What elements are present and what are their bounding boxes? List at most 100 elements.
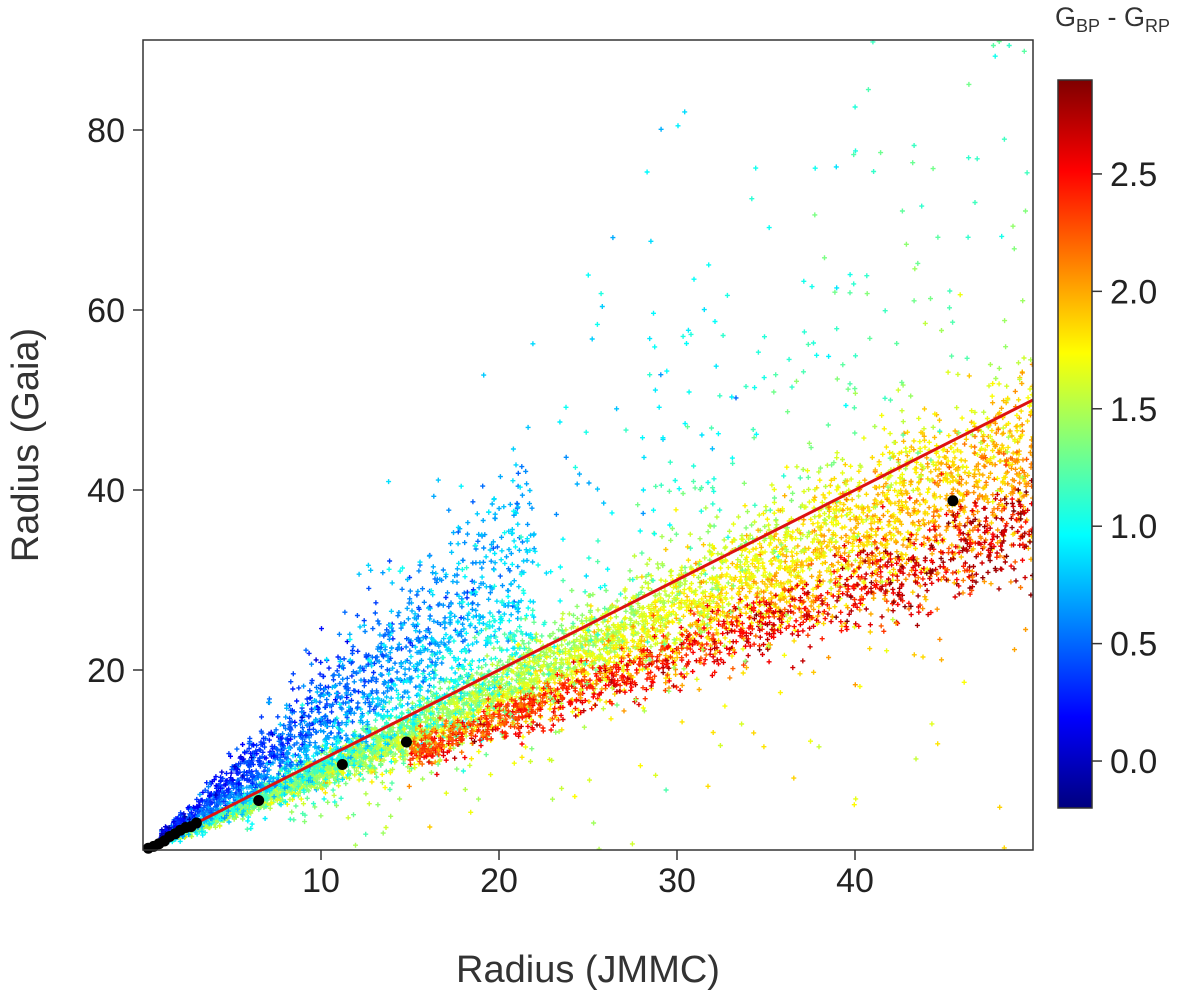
scatter-point-group [667, 156, 980, 465]
scatter-point-group [452, 579, 919, 761]
scatter-point-group [653, 772, 659, 778]
scatter-point-group [959, 456, 1015, 511]
scatter-point-group [290, 686, 296, 692]
scatter-point-group [376, 285, 840, 717]
scatter-point-group [801, 369, 806, 375]
scatter-point-group [450, 658, 589, 747]
scatter-point-group [382, 785, 388, 791]
scatter-point-group [530, 341, 536, 347]
scatter-point-group [714, 503, 1016, 671]
scatter-point-group [166, 489, 839, 843]
scatter-point-group [591, 660, 597, 666]
scatter-point-group [251, 586, 425, 795]
y-tick-label: 60 [87, 292, 125, 330]
scatter-point-group [502, 631, 508, 637]
scatter-point-group [446, 594, 511, 643]
scatter-point-group [228, 770, 234, 776]
scatter-point-group [412, 735, 418, 741]
scatter-point-group [990, 499, 996, 505]
scatter-point-group [263, 803, 269, 809]
colorbar-tick-label: 2.0 [1110, 273, 1157, 311]
scatter-point-group [406, 557, 466, 606]
scatter-point-group [459, 681, 599, 755]
scatter-point-group [284, 705, 317, 725]
scatter-point-group [302, 480, 747, 825]
scatter-point-group [469, 505, 988, 741]
scatter-point-group [422, 729, 532, 738]
scatter-point-group [600, 549, 768, 661]
scatter-point-group [299, 596, 413, 715]
scatter-point-group [401, 760, 407, 766]
scatter-point-group [487, 547, 493, 553]
scatter-point-group [730, 460, 736, 466]
scatter-point-group [475, 710, 510, 724]
scatter-point-group [987, 458, 993, 464]
scatter-point-group [1003, 462, 1009, 468]
scatter-point-group [806, 515, 989, 619]
scatter-point-group [944, 476, 997, 574]
scatter-point-group [557, 598, 563, 604]
scatter-point-group [611, 544, 979, 690]
colorbar-title: GBP - GRP [1055, 2, 1170, 36]
highlighted-point [253, 795, 265, 806]
x-tick-label: 20 [480, 862, 518, 900]
scatter-point-group [971, 420, 977, 426]
scatter-point-group [440, 663, 528, 740]
scatter-point-group [915, 508, 1005, 580]
scatter-point-group [489, 613, 523, 697]
scatter-point-group [782, 449, 1020, 612]
scatter-point-group [420, 644, 477, 683]
scatter-point-group [329, 613, 482, 767]
scatter-point-group [587, 777, 592, 783]
scatter-point-group [710, 355, 970, 491]
scatter-point-group [956, 569, 961, 575]
scatter-point-group [887, 292, 963, 575]
scatter-point-group [466, 720, 471, 726]
scatter-point-group [378, 296, 933, 767]
scatter-point-group [493, 619, 625, 687]
scatter-point-group [202, 830, 208, 836]
scatter-point-group [439, 43, 1012, 700]
scatter-point-group [234, 741, 285, 776]
scatter-point-group [895, 555, 1007, 583]
scatter-point-group [489, 542, 494, 547]
scatter-point-group [882, 308, 888, 314]
scatter-point-group [351, 640, 497, 738]
scatter-point-group [290, 558, 393, 677]
scatter-point-group [608, 667, 613, 673]
scatter-point-group [550, 796, 555, 802]
scatter-point-group [700, 408, 905, 624]
scatter-point-group [531, 619, 537, 625]
scatter-point-group [647, 372, 653, 378]
scatter-point-group [640, 310, 688, 441]
scatter-point-group [895, 537, 911, 598]
scatter-point-group [871, 169, 877, 174]
scatter-point-group [929, 721, 935, 727]
scatter-point-group [338, 635, 491, 801]
scatter-point-group [299, 664, 482, 782]
scatter-point-group [900, 382, 906, 388]
scatter-point-group [822, 255, 827, 261]
fit-line-path [143, 398, 1033, 850]
scatter-point-group [528, 671, 534, 677]
scatter-point-group [472, 580, 894, 744]
scatter-point-group [757, 428, 1025, 558]
scatter-point-group [211, 808, 236, 820]
scatter-point-group [777, 690, 783, 696]
scatter-point-group [865, 87, 871, 93]
scatter-point-group [867, 629, 873, 635]
scatter-point-group [502, 530, 508, 536]
scatter-point-group [544, 667, 587, 686]
scatter-point-group [424, 677, 587, 755]
scatter-point-group [461, 615, 467, 621]
x-tick-label: 40 [836, 862, 874, 900]
scatter-point-group [782, 537, 820, 627]
scatter-point-group [822, 517, 827, 523]
scatter-point-group [427, 486, 1018, 747]
scatter-point-group [329, 536, 566, 758]
scatter-point-group [500, 671, 603, 713]
scatter-point-group [903, 466, 909, 472]
scatter-point-group [492, 628, 498, 634]
scatter-point-group [190, 793, 213, 810]
scatter-point-group [367, 658, 373, 663]
